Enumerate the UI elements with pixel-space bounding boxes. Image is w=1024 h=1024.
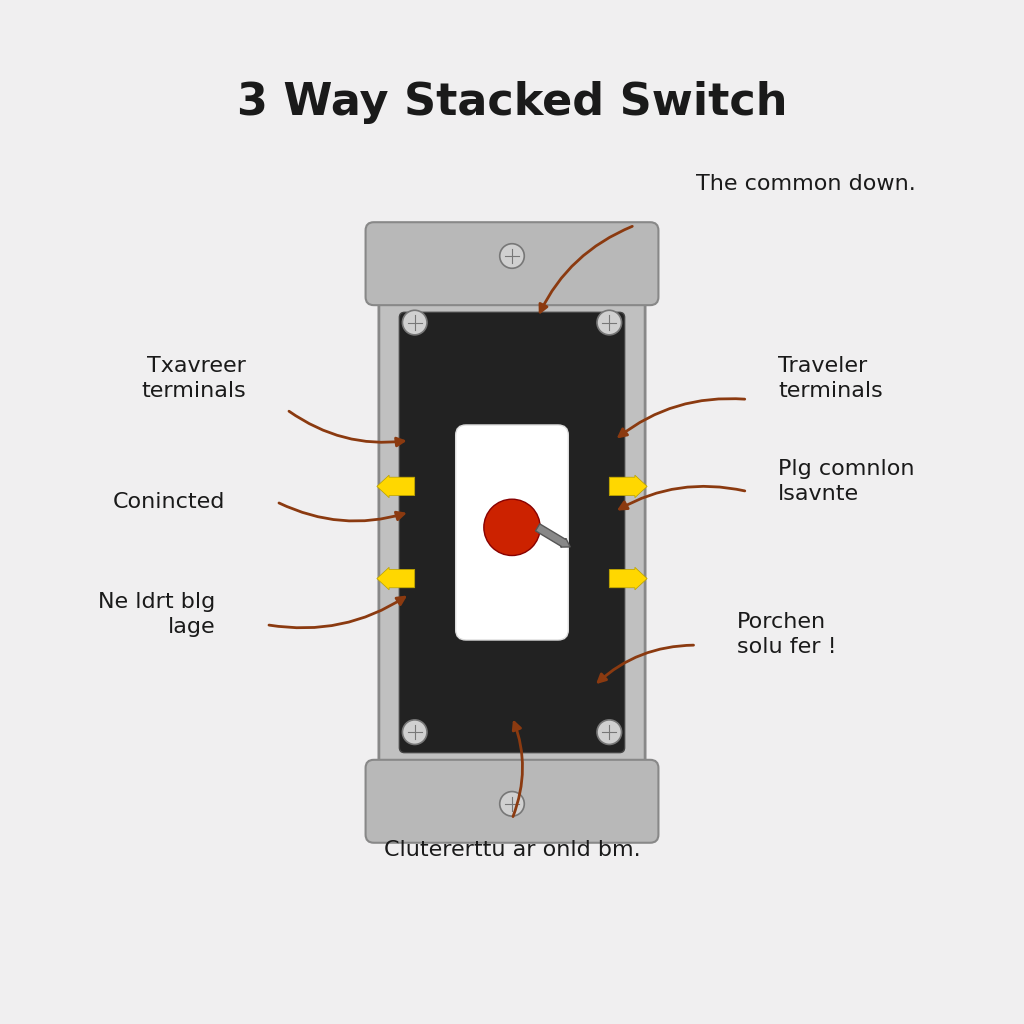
Circle shape [597,310,622,335]
FancyArrow shape [377,567,415,590]
Text: Ne ldrt blg
lage: Ne ldrt blg lage [97,592,215,637]
FancyBboxPatch shape [399,312,625,753]
FancyArrow shape [609,567,647,590]
FancyBboxPatch shape [366,222,658,305]
FancyArrow shape [536,524,570,547]
Circle shape [500,244,524,268]
FancyBboxPatch shape [366,760,658,843]
FancyBboxPatch shape [379,256,645,809]
Circle shape [402,310,427,335]
Text: The common down.: The common down. [696,174,916,195]
Text: Clutererttu ar onld bm.: Clutererttu ar onld bm. [384,840,640,860]
FancyArrow shape [377,475,415,498]
Circle shape [597,720,622,744]
Text: 3 Way Stacked Switch: 3 Way Stacked Switch [237,81,787,124]
FancyArrow shape [609,475,647,498]
FancyBboxPatch shape [456,425,568,640]
Text: Txavreer
terminals: Txavreer terminals [141,356,246,401]
Ellipse shape [483,500,541,555]
Text: Traveler
terminals: Traveler terminals [778,356,883,401]
Text: Conincted: Conincted [113,492,225,512]
Circle shape [500,792,524,816]
Circle shape [402,720,427,744]
Text: Plg comnlon
lsavnte: Plg comnlon lsavnte [778,459,914,504]
Text: Porchen
solu fer !: Porchen solu fer ! [737,612,837,657]
